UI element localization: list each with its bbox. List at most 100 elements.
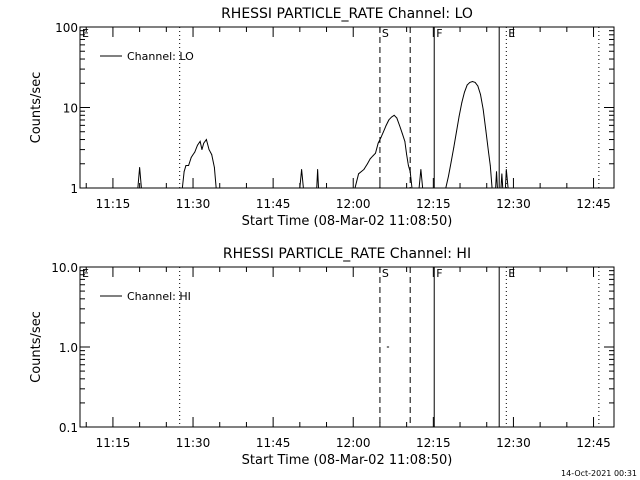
data-point <box>211 154 213 155</box>
lo-channel-panel: RHESSI PARTICLE_RATE Channel: LO Start Ti… <box>29 6 615 229</box>
x-axis-label: Start Time (08-Mar-02 11:08:50) <box>242 453 453 468</box>
data-point <box>482 108 484 110</box>
data-point <box>388 346 390 348</box>
data-point <box>137 187 139 189</box>
data-point <box>301 169 303 170</box>
x-axis-label: Start Time (08-Mar-02 11:08:50) <box>242 214 453 229</box>
x-tick-label: 11:30 <box>176 436 211 450</box>
data-point <box>139 167 141 168</box>
data-point <box>380 137 382 139</box>
y-tick-label: 1.0 <box>59 341 78 355</box>
data-point <box>489 165 491 166</box>
data-point <box>464 91 465 93</box>
data-point <box>497 187 498 189</box>
data-point <box>201 149 203 150</box>
data-point <box>205 139 207 140</box>
data-point <box>185 165 187 166</box>
data-point <box>501 173 503 175</box>
data-point <box>461 102 463 104</box>
data-point <box>401 132 403 134</box>
data-point <box>409 171 411 172</box>
event-marker-label: E <box>508 267 515 280</box>
data-point <box>302 187 304 189</box>
data-point <box>488 151 489 153</box>
data-point <box>190 156 192 158</box>
data-point <box>388 119 390 121</box>
event-marker-label: S <box>382 267 389 280</box>
data-point <box>496 171 497 172</box>
data-point <box>420 169 422 170</box>
data-point <box>383 131 384 133</box>
x-tick-label: 11:15 <box>96 197 131 211</box>
data-point <box>354 187 356 189</box>
data-point <box>215 187 217 189</box>
data-point <box>505 187 506 189</box>
data-point <box>183 171 185 172</box>
x-tick-label: 12:15 <box>416 197 451 211</box>
data-point <box>393 114 395 116</box>
data-point <box>458 115 460 117</box>
x-tick-label: 11:15 <box>96 436 131 450</box>
hi-channel-panel: RHESSI PARTICLE_RATE Channel: HI Start Ti… <box>29 246 615 468</box>
data-point <box>375 152 376 154</box>
data-point <box>507 187 509 189</box>
data-point <box>445 187 447 189</box>
data-point <box>194 151 196 153</box>
x-tick-label: 12:30 <box>496 436 531 450</box>
data-point <box>408 165 409 166</box>
data-point <box>450 161 452 163</box>
data-point <box>372 155 374 157</box>
chart-title: RHESSI PARTICLE_RATE Channel: LO <box>221 6 473 22</box>
y-tick-label: 100 <box>55 21 78 35</box>
data-point <box>391 116 392 118</box>
data-point <box>396 117 398 119</box>
y-axis-label: Counts/sec <box>29 311 44 383</box>
data-point <box>495 187 497 189</box>
data-point <box>422 187 424 189</box>
data-point <box>411 187 413 189</box>
event-marker-label: E <box>508 27 515 40</box>
x-tick-label: 12:45 <box>576 436 611 450</box>
event-marker-label: E <box>82 27 89 40</box>
data-point <box>141 187 142 189</box>
y-tick-label: 0.1 <box>59 421 78 435</box>
y-tick-label: 10 <box>63 102 78 116</box>
data-point <box>404 140 406 142</box>
x-tick-label: 11:30 <box>176 197 211 211</box>
event-marker-label: S <box>382 27 389 40</box>
data-point <box>208 149 210 150</box>
data-point <box>469 82 471 83</box>
data-point <box>474 82 476 83</box>
x-tick-label: 11:45 <box>256 197 291 211</box>
event-marker-label: F <box>436 267 442 280</box>
data-point <box>500 187 502 189</box>
legend-entry: Channel: LO <box>127 50 194 63</box>
data-point <box>358 173 359 175</box>
x-tick-label: 12:00 <box>336 436 371 450</box>
data-point <box>448 175 449 177</box>
data-point <box>367 163 368 165</box>
data-point <box>316 187 318 189</box>
event-marker-label: F <box>436 27 442 40</box>
data-point <box>480 94 481 95</box>
data-point <box>363 169 365 170</box>
data-point <box>318 187 319 189</box>
data-point <box>418 187 420 189</box>
data-point <box>399 124 400 126</box>
footer-timestamp: 14-Oct-2021 00:31 <box>561 469 637 478</box>
data-point <box>472 81 473 82</box>
y-axis-label: Counts/sec <box>29 72 44 144</box>
x-tick-label: 12:15 <box>416 436 451 450</box>
chart-title: RHESSI PARTICLE_RATE Channel: HI <box>223 246 471 262</box>
data-point <box>477 85 479 87</box>
data-point <box>197 144 198 146</box>
data-point <box>485 129 487 131</box>
x-tick-label: 12:30 <box>496 197 531 211</box>
data-point <box>181 187 183 189</box>
data-point <box>505 169 507 170</box>
data-point <box>299 187 301 189</box>
data-point <box>369 158 371 160</box>
data-point <box>203 142 205 144</box>
data-point <box>192 154 194 155</box>
